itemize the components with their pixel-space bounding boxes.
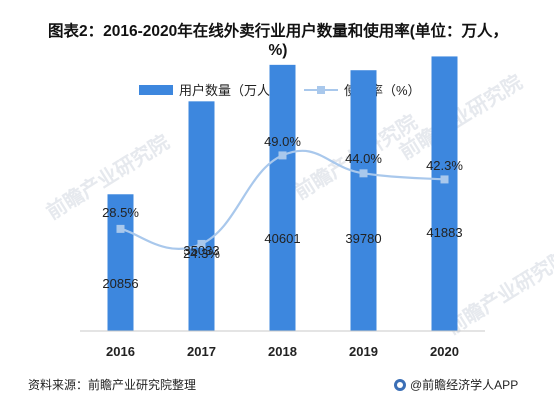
credit: @前瞻经济学人APP: [394, 376, 518, 393]
line-marker-2017: [197, 239, 206, 248]
bar-2018: [269, 64, 296, 331]
line-marker-2016: [116, 224, 125, 233]
line-value-label: 24.3%: [183, 246, 220, 261]
line-value-label: 44.0%: [345, 151, 382, 166]
credit-text: @前瞻经济学人APP: [410, 378, 519, 392]
x-tick-label: 2018: [268, 344, 297, 359]
data-labels: 20856 35033 40601 39780 41883 28.5% 24.3% 49.0%…: [102, 134, 463, 291]
x-axis: 2016 2017 2018 2019 2020: [80, 330, 485, 359]
watermark-text: 前瞻产业研究院: [395, 70, 526, 165]
line-value-label: 42.3%: [426, 158, 463, 173]
x-tick-label: 2016: [106, 344, 135, 359]
bar-2020: [431, 56, 458, 332]
watermark-text: 前瞻产业研究院: [442, 245, 554, 340]
line-value-label: 28.5%: [102, 205, 139, 220]
legend-bar-swatch: [139, 84, 173, 95]
legend-line-swatch: [304, 85, 338, 95]
bar-value-label: 39780: [345, 231, 381, 246]
line-value-label: 49.0%: [264, 134, 301, 149]
bar-value-label: 20856: [102, 276, 138, 291]
chart-title: 图表2：2016-2020年在线外卖行业用户数量和使用率(单位：万人，%): [48, 23, 508, 59]
legend-item-users: 用户数量（万人）: [139, 80, 283, 99]
bar-2019: [350, 70, 377, 331]
legend-label-users: 用户数量（万人）: [179, 83, 284, 98]
bar-value-label: 35033: [183, 243, 219, 258]
bar-value-label: 40601: [264, 231, 300, 246]
line-marker-2019: [359, 169, 368, 178]
x-tick-label: 2020: [430, 344, 459, 359]
x-tick-label: 2019: [349, 344, 378, 359]
line-series: [116, 149, 449, 250]
bar-series: [107, 56, 458, 332]
bar-2016: [107, 194, 134, 331]
x-tick-label: 2017: [187, 344, 216, 359]
line-marker-2020: [440, 175, 449, 184]
bar-2017: [188, 101, 215, 331]
bar-value-label: 41883: [426, 225, 462, 240]
brand-logo-icon: [394, 378, 406, 391]
line-marker-2018: [278, 151, 287, 160]
source-note: 资料来源：前瞻产业研究院整理: [28, 378, 197, 392]
